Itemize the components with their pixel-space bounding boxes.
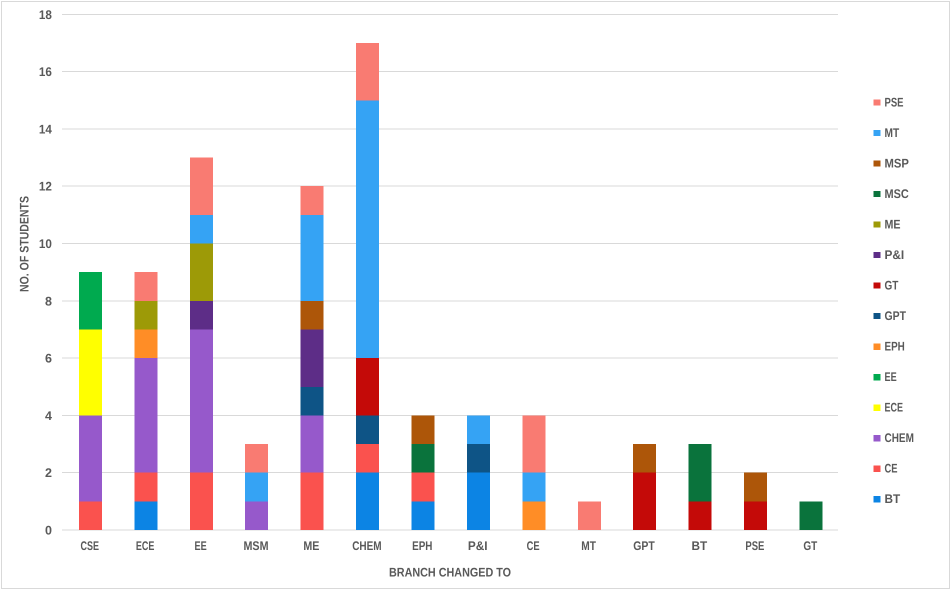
svg-text:ME: ME [303,539,319,553]
svg-text:EPH: EPH [885,340,905,354]
svg-text:16: 16 [39,65,52,79]
svg-text:BT: BT [885,492,901,506]
svg-text:8: 8 [45,294,52,308]
svg-text:MT: MT [885,126,900,140]
svg-text:6: 6 [45,352,52,366]
svg-text:CSE: CSE [80,539,99,553]
svg-text:ECE: ECE [136,539,155,553]
svg-text:BRANCH CHANGED TO: BRANCH CHANGED TO [389,566,511,580]
svg-text:ME: ME [885,217,901,231]
svg-text:MSC: MSC [885,187,909,201]
svg-text:CE: CE [527,539,540,553]
svg-text:EE: EE [195,539,207,553]
svg-text:CE: CE [885,462,898,476]
svg-text:EPH: EPH [412,539,432,553]
svg-text:MSM: MSM [244,539,269,553]
svg-text:MSP: MSP [885,156,909,170]
svg-text:PSE: PSE [745,539,764,553]
svg-text:NO. OF STUDENTS: NO. OF STUDENTS [17,196,31,292]
svg-text:GT: GT [885,279,899,293]
svg-text:GPT: GPT [885,309,907,323]
svg-text:CHEM: CHEM [352,539,381,553]
svg-text:P&I: P&I [468,539,488,553]
svg-text:PSE: PSE [885,95,904,109]
svg-text:2: 2 [45,466,52,480]
svg-text:4: 4 [45,409,52,423]
svg-text:18: 18 [39,8,52,22]
svg-text:MT: MT [581,539,596,553]
svg-text:12: 12 [39,180,52,194]
svg-text:BT: BT [692,539,708,553]
svg-text:ECE: ECE [885,401,904,415]
svg-text:P&I: P&I [885,248,905,262]
svg-text:CHEM: CHEM [885,431,914,445]
svg-text:EE: EE [885,370,897,384]
svg-text:0: 0 [45,524,52,538]
svg-text:10: 10 [39,237,52,251]
svg-text:GPT: GPT [633,539,655,553]
svg-text:GT: GT [803,539,817,553]
svg-text:14: 14 [39,122,52,136]
